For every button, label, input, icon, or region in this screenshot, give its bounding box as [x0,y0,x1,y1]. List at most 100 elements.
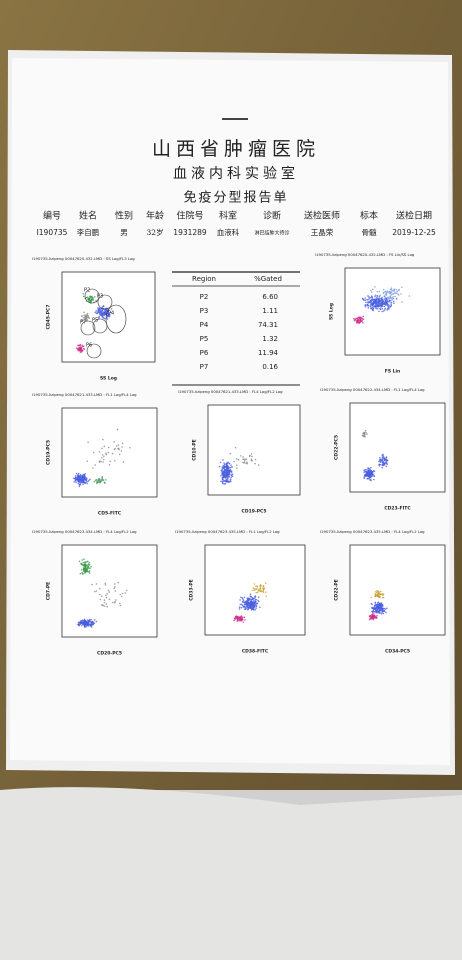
event-dot [121,442,124,445]
event-dot [121,595,123,598]
event-dot [373,478,375,481]
field-value: 血液科 [217,227,240,237]
event-dot [254,458,257,461]
field-value: 王晶荣 [311,227,334,237]
event-dot [375,603,378,606]
event-dot [368,477,371,479]
event-dot [264,591,267,593]
event-dot [81,344,84,347]
event-dot [367,301,370,304]
event-dot [263,587,266,590]
event-dot [401,301,403,303]
event-dot [252,603,255,606]
event-dot [108,591,111,593]
event-dot [221,480,224,483]
event-dot [83,569,86,572]
event-dot [255,605,258,608]
event-dot [107,589,110,592]
event-dot [113,587,116,590]
event-dot [103,599,106,601]
event-dot [374,301,376,303]
event-dot [376,614,378,617]
table-cell: P2 [200,293,209,301]
event-dot [381,592,384,595]
event-dot [390,287,393,289]
table-cell: P6 [200,349,209,357]
event-dot [381,310,383,313]
x-axis-label: FS Lin [385,369,401,375]
field-value: I190735 [37,228,68,237]
event-dot [93,480,96,483]
event-dot [373,305,376,308]
event-dot [376,593,379,595]
event-dot [79,344,82,347]
event-dot [239,455,242,457]
event-dot [82,319,85,322]
event-dot [240,606,243,609]
event-dot [371,611,374,614]
event-dot [388,304,390,306]
event-dot [228,462,231,465]
event-dot [104,605,106,607]
event-dot [224,471,227,474]
event-dot [379,590,382,593]
event-dot [93,619,96,621]
event-dot [253,599,255,602]
event-dot [251,596,254,599]
event-dot [103,311,105,313]
event-dot [378,290,381,293]
event-dot [113,583,116,585]
event-dot [75,347,78,349]
event-dot [245,600,247,603]
event-dot [249,454,251,457]
event-dot [87,441,89,443]
event-dot [98,461,101,463]
event-dot [224,466,227,468]
event-dot [238,608,241,610]
event-dot [95,310,98,312]
event-dot [105,594,107,597]
event-dot [100,460,102,463]
field-label: 科室 [219,210,237,222]
plot-frame [344,267,441,356]
event-dot [264,582,267,584]
event-dot [366,474,369,477]
event-dot [227,461,229,464]
event-dot [76,349,79,351]
event-dot [381,305,384,308]
event-dot [377,595,379,597]
event-dot [224,482,227,485]
event-dot [97,479,100,482]
event-dot [242,458,244,460]
event-dot [81,559,83,561]
event-dot [95,583,98,585]
event-dot [88,479,90,482]
event-dot [376,605,378,608]
event-dot [370,307,373,309]
event-dot [377,305,380,308]
event-dot [256,602,259,605]
event-dot [243,461,246,464]
event-dot [367,469,369,471]
event-dot [224,476,227,479]
event-dot [94,311,97,314]
event-dot [358,316,360,319]
event-dot [109,460,112,463]
event-dot [245,602,248,605]
event-dot [372,298,374,301]
plot: I190735-lizipeng 00047623.435.LMD : FL1 … [175,529,306,655]
event-dot [382,596,385,599]
event-dot [369,289,372,292]
event-dot [76,474,79,476]
event-dot [361,317,364,320]
event-dot [234,446,237,449]
event-dot [236,620,239,622]
event-dot [98,451,101,453]
x-axis-label: CD20-PC5 [97,651,122,657]
event-dot [230,474,233,477]
event-dot [86,564,89,567]
event-dot [102,458,105,461]
event-dot [371,297,374,299]
event-dot [265,595,268,597]
event-dot [226,474,229,477]
